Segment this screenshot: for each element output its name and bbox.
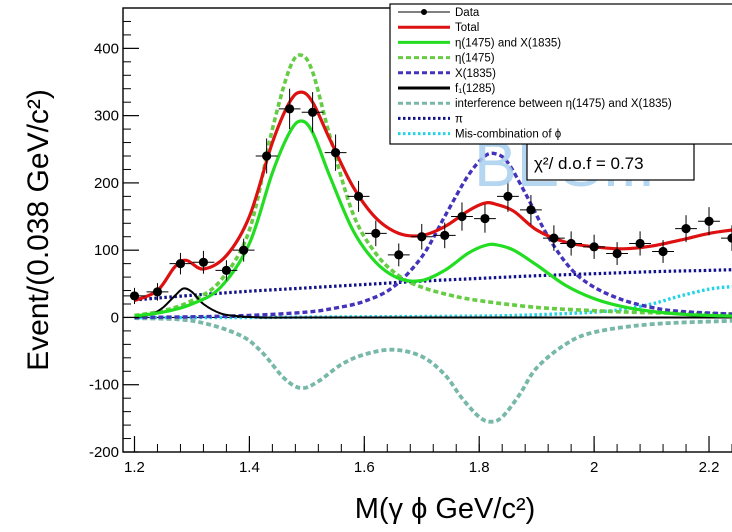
- data-point: [239, 245, 249, 255]
- data-point: [727, 233, 732, 243]
- data-point: [175, 259, 186, 269]
- series-line--: [134, 268, 732, 302]
- data-point: [417, 232, 427, 242]
- series-line-f-1285-: [134, 287, 732, 319]
- data-point: [589, 242, 599, 252]
- data-point: [394, 250, 404, 260]
- data-point: [526, 205, 536, 215]
- series-line-total: [133, 90, 732, 303]
- y-tick-label: 200: [94, 175, 119, 192]
- data-point: [704, 216, 714, 226]
- x-tick-label: 1.2: [124, 459, 145, 476]
- y-tick-label: 300: [94, 108, 119, 125]
- x-axis-title: M(γ ϕ GeV/c²): [355, 493, 536, 525]
- series-line-x-1835-: [134, 151, 732, 320]
- legend-label: f₁(1285): [455, 83, 495, 95]
- series-line-interference-between-1475-and-x-1835-: [134, 316, 732, 424]
- series-line-mis-combination-of-: [134, 284, 732, 320]
- x-tick-label: 1.4: [239, 459, 260, 476]
- y-axis-title: Event/(0.038 GeV/c²): [22, 89, 55, 371]
- data-point: [152, 287, 163, 297]
- x-tick-label: 1.8: [469, 459, 490, 476]
- legend-label: interference between η(1475) and X(1835): [455, 98, 672, 110]
- data-point: [549, 233, 559, 243]
- data-point: [221, 265, 232, 275]
- data-point: [457, 211, 467, 222]
- legend-marker: [421, 9, 427, 15]
- data-point: [285, 104, 295, 114]
- axes: -200 -100 0 100 200 300 400 1.2 1.4 1.6 1.8 2 2.2: [89, 7, 732, 476]
- x-tick-label: 1.6: [354, 459, 375, 476]
- legend-label: π: [455, 113, 463, 125]
- data-point: [262, 151, 272, 161]
- data-point: [353, 191, 364, 201]
- legend-label: Mis-combination of ϕ: [455, 129, 561, 141]
- data-point: [371, 228, 381, 238]
- data-point: [198, 257, 209, 267]
- y-tick-label: -200: [89, 444, 119, 461]
- curves: [133, 53, 732, 424]
- data-point: [307, 107, 318, 117]
- data-points: [123, 88, 732, 304]
- data-point: [129, 291, 140, 301]
- series-line--1475-and-x-1835-: [134, 119, 732, 318]
- data-point: [635, 238, 645, 249]
- legend-label: Total: [455, 22, 479, 34]
- data-point: [566, 238, 576, 249]
- y-tick-label: 400: [94, 40, 119, 57]
- data-point: [503, 191, 513, 201]
- data-point: [480, 213, 490, 224]
- y-tick-label: -100: [89, 377, 119, 394]
- chi2-annotation: χ²/ d.o.f = 0.73: [534, 154, 644, 173]
- legend: Data Total η(1475) and X(1835) η(1475) X(183…: [389, 3, 732, 145]
- data-point: [330, 148, 341, 158]
- data-point: [440, 230, 450, 240]
- data-point: [658, 246, 668, 257]
- data-point: [681, 224, 691, 234]
- chi2-box: [526, 143, 695, 181]
- x-tick-label: 2.2: [699, 459, 720, 476]
- y-tick-label: 100: [94, 242, 119, 259]
- legend-label: η(1475): [455, 53, 495, 65]
- legend-label: X(1835): [455, 68, 496, 80]
- y-tick-label: 0: [111, 309, 119, 326]
- legend-label: η(1475) and X(1835): [455, 37, 561, 49]
- x-tick-label: 2: [590, 459, 598, 476]
- data-point: [612, 248, 622, 259]
- legend-label: Data: [455, 7, 480, 19]
